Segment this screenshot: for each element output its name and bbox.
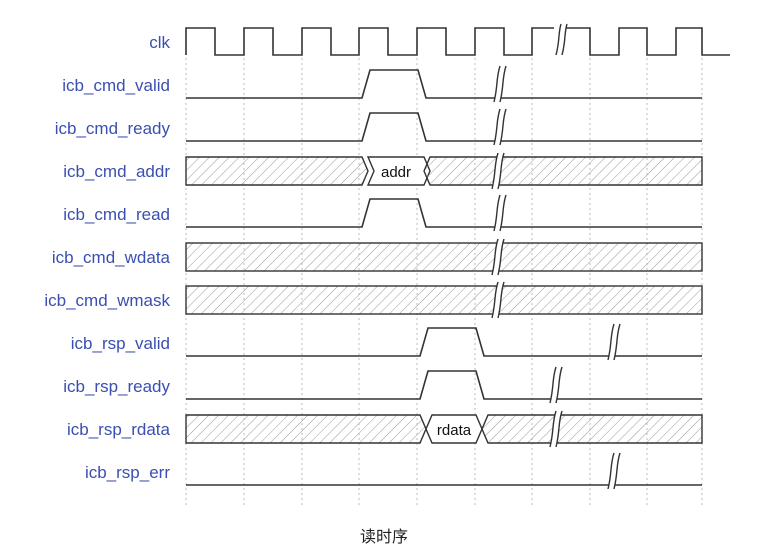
icb-cmd-ready-break-mark: [493, 108, 507, 146]
signal-label-icb-rsp-rdata: icb_rsp_rdata: [67, 420, 171, 439]
signal-label-icb-rsp-err: icb_rsp_err: [85, 463, 170, 482]
signal-label-clk: clk: [149, 33, 170, 52]
icb-cmd-wdata-bus: [185, 238, 703, 276]
icb-rsp-err-break-mark: [607, 452, 621, 490]
signal-label-icb-cmd-read: icb_cmd_read: [63, 205, 170, 224]
signal-label-icb-cmd-ready: icb_cmd_ready: [55, 119, 171, 138]
icb-cmd-ready-waveform: [186, 112, 702, 142]
signal-label-icb-cmd-addr: icb_cmd_addr: [63, 162, 170, 181]
icb-rsp-valid-waveform: [186, 327, 702, 357]
signal-label-icb-cmd-wmask: icb_cmd_wmask: [44, 291, 170, 310]
icb-rsp-ready-break-mark: [549, 366, 563, 404]
signal-label-icb-cmd-valid: icb_cmd_valid: [62, 76, 170, 95]
icb-rsp-rdata-value: rdata: [437, 422, 472, 439]
clk-waveform: [185, 27, 730, 56]
icb-cmd-read-waveform: [186, 198, 702, 228]
icb-cmd-addr-bus: [185, 152, 703, 190]
icb-cmd-read-break-mark: [493, 194, 507, 232]
signal-label-icb-cmd-wdata: icb_cmd_wdata: [52, 248, 171, 267]
icb-cmd-valid-waveform: [186, 69, 702, 99]
diagram-caption: 读时序: [359, 527, 408, 546]
icb-rsp-ready-waveform: [186, 370, 702, 400]
icb-cmd-wmask-bus: [185, 281, 703, 319]
icb-cmd-addr-value: addr: [381, 164, 411, 181]
icb-cmd-valid-break-mark: [493, 65, 507, 103]
icb-rsp-rdata-bus: [185, 410, 703, 448]
signal-label-icb-rsp-valid: icb_rsp_valid: [71, 334, 170, 353]
icb-rsp-valid-break-mark: [607, 323, 621, 361]
signal-label-icb-rsp-ready: icb_rsp_ready: [63, 377, 170, 396]
clk-break-mark: [555, 23, 568, 56]
signal-labels: clk icb_cmd_valid icb_cmd_ready icb_cmd_…: [44, 33, 170, 482]
